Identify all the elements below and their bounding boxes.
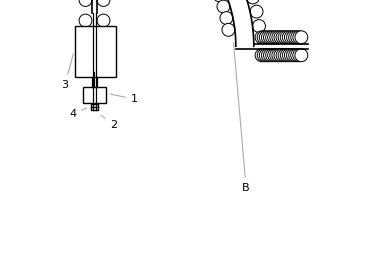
Circle shape <box>274 31 287 44</box>
Circle shape <box>282 31 295 44</box>
Circle shape <box>286 31 300 44</box>
Circle shape <box>285 49 297 62</box>
Circle shape <box>280 49 293 62</box>
Circle shape <box>268 31 280 44</box>
Circle shape <box>276 31 289 44</box>
Circle shape <box>280 31 293 44</box>
Circle shape <box>286 49 300 62</box>
Circle shape <box>266 31 278 44</box>
Circle shape <box>278 49 291 62</box>
Text: B: B <box>233 43 250 192</box>
Circle shape <box>259 31 272 44</box>
Circle shape <box>268 49 280 62</box>
Text: 3: 3 <box>61 54 73 90</box>
Circle shape <box>289 49 301 62</box>
Circle shape <box>220 12 233 24</box>
Circle shape <box>252 20 266 32</box>
Circle shape <box>289 31 301 44</box>
Circle shape <box>257 31 270 44</box>
Circle shape <box>293 49 306 62</box>
Text: 2: 2 <box>101 115 117 130</box>
Circle shape <box>293 31 306 44</box>
Bar <box>91 104 98 110</box>
Text: A: A <box>0 256 1 257</box>
Circle shape <box>291 49 304 62</box>
Circle shape <box>213 0 226 2</box>
Circle shape <box>278 31 291 44</box>
Circle shape <box>261 49 274 62</box>
Circle shape <box>246 0 259 4</box>
Circle shape <box>270 31 283 44</box>
Circle shape <box>270 49 283 62</box>
Circle shape <box>259 49 272 62</box>
Bar <box>83 87 106 103</box>
Bar <box>75 26 116 77</box>
Circle shape <box>272 31 285 44</box>
Circle shape <box>282 49 295 62</box>
Circle shape <box>266 49 278 62</box>
Circle shape <box>272 49 285 62</box>
Circle shape <box>261 31 274 44</box>
Circle shape <box>255 49 268 62</box>
Circle shape <box>295 31 308 44</box>
Circle shape <box>250 5 263 18</box>
Circle shape <box>264 49 276 62</box>
Text: 4: 4 <box>69 108 87 119</box>
Circle shape <box>276 49 289 62</box>
Circle shape <box>295 49 308 62</box>
Circle shape <box>285 31 297 44</box>
Circle shape <box>217 0 230 13</box>
Circle shape <box>264 31 276 44</box>
Circle shape <box>257 49 270 62</box>
Circle shape <box>97 14 110 27</box>
Circle shape <box>274 49 287 62</box>
Circle shape <box>222 23 235 36</box>
Circle shape <box>255 31 268 44</box>
Circle shape <box>79 14 92 27</box>
Circle shape <box>291 31 304 44</box>
Circle shape <box>79 0 92 6</box>
Circle shape <box>97 0 110 6</box>
Text: 1: 1 <box>110 94 138 104</box>
